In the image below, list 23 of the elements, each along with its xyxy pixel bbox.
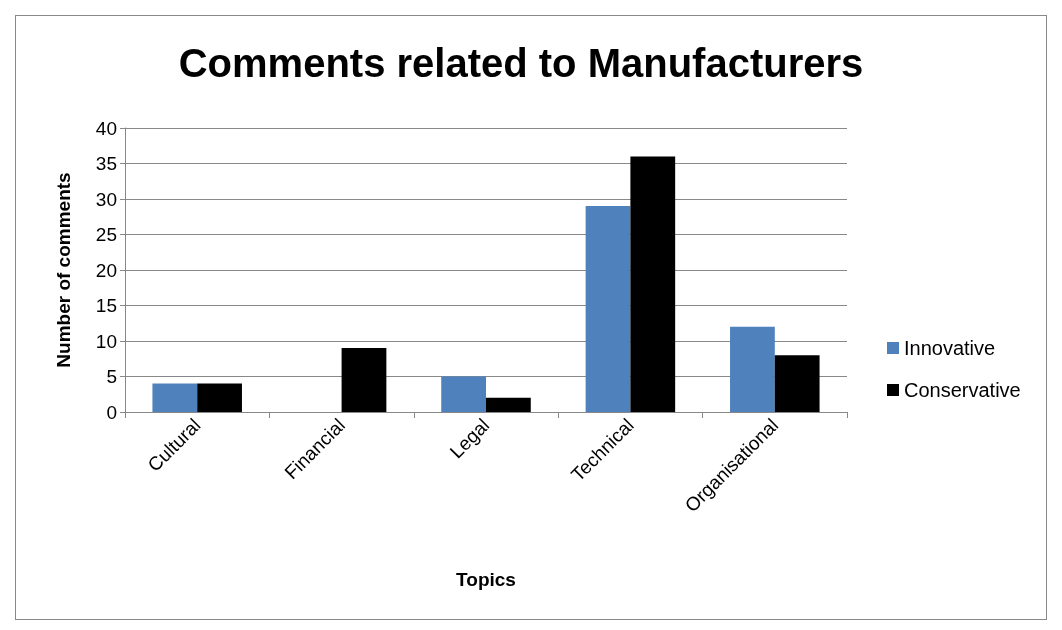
y-tick-label: 25 <box>95 224 117 245</box>
y-tick-label: 0 <box>106 401 117 423</box>
bar <box>730 326 775 412</box>
y-tick-label: 35 <box>95 153 117 174</box>
y-tick-label: 10 <box>95 330 117 352</box>
bar <box>341 348 387 412</box>
y-tick-label: 20 <box>95 259 117 281</box>
legend-label: Innovative <box>904 337 996 359</box>
chart-title: Comments related to Manufacturers <box>178 41 864 85</box>
y-axis-title: Number of comments <box>53 172 74 368</box>
bar <box>486 397 531 412</box>
y-tick-label: 40 <box>95 117 117 139</box>
bar <box>630 156 676 412</box>
bar <box>774 355 820 412</box>
x-axis-title: Topics <box>456 569 516 590</box>
bar <box>197 383 242 412</box>
bar <box>152 383 198 412</box>
bar <box>441 376 486 412</box>
y-tick-label: 15 <box>95 295 117 316</box>
legend-label: Conservative <box>904 379 1021 401</box>
bar <box>585 206 631 412</box>
y-tick-label: 5 <box>106 366 117 387</box>
y-tick-label: 30 <box>95 188 117 210</box>
